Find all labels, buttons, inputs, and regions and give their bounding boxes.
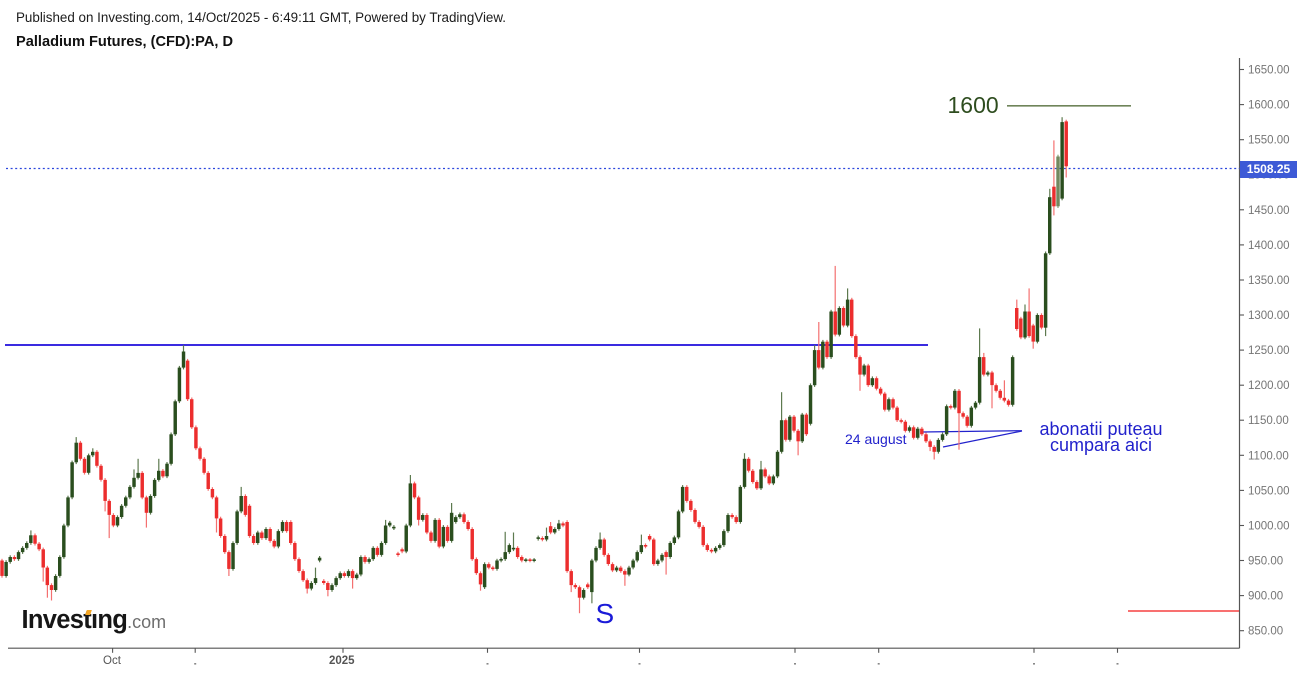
svg-text:1550.00: 1550.00 bbox=[1248, 135, 1290, 147]
svg-text:1450.00: 1450.00 bbox=[1248, 205, 1290, 217]
svg-text:1100.00: 1100.00 bbox=[1248, 450, 1289, 462]
svg-text:1250.00: 1250.00 bbox=[1248, 345, 1290, 357]
svg-text:1600.00: 1600.00 bbox=[1248, 100, 1290, 112]
svg-text:1050.00: 1050.00 bbox=[1248, 485, 1290, 497]
svg-text:1000.00: 1000.00 bbox=[1248, 521, 1290, 533]
svg-text:850.00: 850.00 bbox=[1248, 626, 1283, 638]
svg-text:1200.00: 1200.00 bbox=[1248, 380, 1290, 392]
svg-text:1300.00: 1300.00 bbox=[1248, 310, 1290, 322]
svg-text:1150.00: 1150.00 bbox=[1248, 415, 1289, 427]
svg-text:1650.00: 1650.00 bbox=[1248, 65, 1290, 77]
svg-text:1400.00: 1400.00 bbox=[1248, 240, 1290, 252]
svg-text:1350.00: 1350.00 bbox=[1248, 275, 1290, 287]
svg-text:900.00: 900.00 bbox=[1248, 591, 1283, 603]
svg-text:950.00: 950.00 bbox=[1248, 556, 1283, 568]
